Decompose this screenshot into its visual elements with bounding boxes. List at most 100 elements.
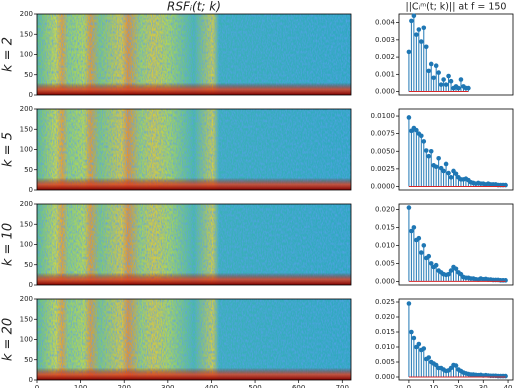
y-tick-label: 0.000	[375, 277, 395, 285]
stem-marker	[446, 73, 451, 79]
y-tick-label: 0.010	[375, 343, 395, 351]
stem-marker	[441, 168, 446, 174]
stem-marker	[426, 253, 432, 259]
stem-marker	[456, 85, 461, 91]
stem	[503, 373, 508, 379]
x-tick-label: 300	[161, 384, 174, 388]
axes-frame	[398, 203, 514, 286]
stem-marker	[419, 250, 424, 255]
axes-frame	[398, 13, 514, 96]
x-tick-label: 10	[429, 384, 438, 388]
y-tick-label: 0.004	[375, 19, 396, 27]
stem	[446, 170, 451, 187]
stem	[414, 32, 419, 92]
x-tick-label: 200	[118, 384, 131, 388]
stem-marker	[406, 49, 412, 55]
stem	[456, 85, 461, 92]
stem-marker	[421, 25, 427, 31]
stem	[409, 329, 414, 377]
y-tick-label: 0.002	[375, 53, 395, 61]
y-tick-label: 0.0025	[371, 165, 396, 173]
y-tick-label: 200	[20, 295, 33, 303]
y-tick-label: 50	[24, 356, 33, 364]
stem-marker	[453, 363, 459, 368]
stem	[411, 13, 417, 92]
stem	[406, 205, 412, 282]
stem	[436, 268, 441, 282]
stem	[428, 61, 434, 92]
stem	[419, 133, 424, 187]
stem	[426, 68, 432, 92]
stem	[423, 255, 429, 282]
panel-title: ||Cᵢᵐ(t; k)|| at f = 150	[406, 2, 507, 13]
panel-title: RSFᵢ(t; k)	[167, 0, 221, 14]
x-tick-label: 30	[479, 384, 488, 388]
stem	[431, 75, 436, 92]
stem	[438, 82, 444, 92]
stem	[433, 164, 439, 187]
stem	[409, 128, 414, 187]
stem-marker	[406, 115, 412, 120]
stem-marker	[448, 175, 454, 180]
y-tick-label: 0.010	[375, 241, 395, 249]
axes-frame	[398, 108, 514, 191]
stem	[421, 243, 427, 282]
stem	[446, 73, 451, 92]
stem	[428, 148, 434, 187]
stem	[426, 253, 432, 282]
stem-marker	[426, 355, 432, 360]
stem-marker	[503, 278, 508, 283]
stem	[453, 363, 459, 377]
stem-marker	[448, 78, 454, 84]
stem	[421, 25, 427, 92]
stem-marker	[411, 225, 417, 230]
stem-marker	[409, 228, 414, 234]
heatmap-texture	[37, 204, 351, 285]
stem	[411, 125, 417, 187]
y-tick-label: 0	[29, 91, 33, 99]
stem-marker	[436, 70, 441, 75]
x-tick-label: 100	[74, 384, 87, 388]
stem	[416, 341, 422, 377]
stem-marker	[426, 68, 432, 74]
stem-marker	[421, 243, 427, 248]
y-tick-label: 0.005	[375, 259, 395, 267]
y-tick-label: 0.0075	[371, 130, 396, 138]
x-tick-label: 700	[336, 384, 349, 388]
stem	[411, 225, 417, 282]
stem	[448, 268, 454, 282]
x-tick-label: 600	[292, 384, 305, 388]
stem	[414, 127, 419, 187]
stem-marker	[458, 77, 464, 82]
y-tick-label: 0.0000	[371, 182, 396, 190]
x-tick-label: 0	[407, 384, 411, 388]
stem-marker	[423, 148, 429, 153]
stem	[446, 271, 451, 282]
stem-marker	[453, 266, 459, 272]
stem-marker	[428, 261, 434, 266]
stem-marker	[416, 341, 422, 347]
stem-marker	[436, 156, 441, 161]
stem	[453, 266, 459, 282]
stem-marker	[448, 268, 454, 273]
stem-marker	[406, 301, 412, 306]
stem	[423, 356, 429, 377]
stem	[466, 85, 471, 92]
stem	[411, 335, 417, 377]
stem-marker	[409, 18, 414, 24]
stem-marker	[466, 85, 471, 91]
stem	[416, 27, 422, 92]
stem	[426, 355, 432, 377]
heatmap-texture	[37, 109, 351, 190]
stem	[406, 115, 412, 187]
y-tick-label: 200	[20, 105, 33, 113]
stem	[503, 278, 508, 283]
stem	[453, 171, 459, 187]
stem-marker	[443, 161, 449, 167]
stem	[409, 228, 414, 282]
stem	[419, 39, 424, 92]
stem-marker	[433, 164, 439, 170]
stem-marker	[414, 127, 419, 133]
y-tick-label: 150	[20, 220, 33, 228]
